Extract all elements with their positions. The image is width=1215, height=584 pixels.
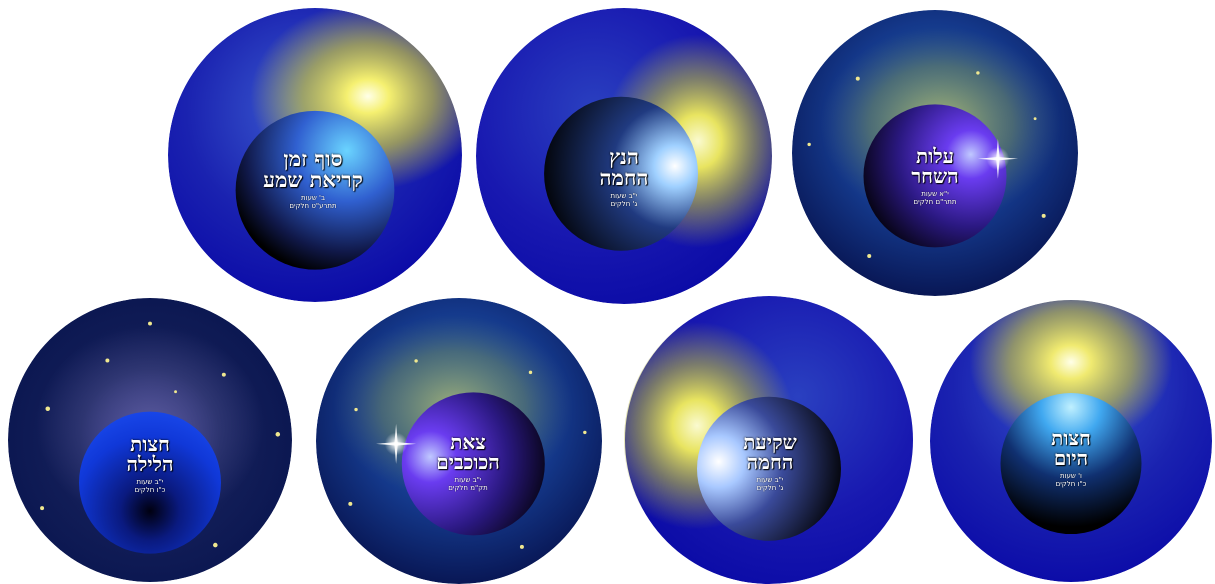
dial-label: עלות השחר י"א שעות תתר"ם חלקים [878,146,992,206]
dial-title-line-1: צאת [450,430,486,454]
dial-tzet-graphic [316,298,602,584]
star-flare [977,138,1018,179]
dial-label: שקיעת החמה י"ב שעות ג' חלקים [710,432,830,492]
dial-subtitle-line-1: י"ב שעות [610,192,638,200]
inner-sphere [697,396,841,541]
inner-sphere [79,411,221,554]
dial-subtitle-line-2: תק"מ חלקים [448,484,488,493]
dial-title-line-1: הנץ [609,144,639,169]
dial-title-line-1: חצות [1051,426,1091,450]
stars [807,71,1046,258]
dial-subtitle-line-1: י"ב שעות [136,478,164,486]
sun-glow [969,300,1173,447]
dial-title-line-1: חצות [130,432,170,456]
star-flare [376,423,417,464]
dial-subtitle-line-2: ג' חלקים [756,484,784,493]
dial-hanetz-hachama: הנץ החמה י"ב שעות ג' חלקים [476,8,772,304]
dial-subtitle-line-2: כ"ו חלקים [1055,480,1087,489]
dial-label: הנץ החמה י"ב שעות ג' חלקים [564,146,684,208]
dial-hanetz-graphic [476,8,772,304]
dial-subtitle-line-1: ב' שעות [300,194,326,202]
dial-label: צאת הכוכבים י"ב שעות תק"מ חלקים [400,432,536,492]
dial-sof-zman-graphic [168,8,462,302]
inner-sphere [1000,393,1142,535]
dial-title-line-2: החמה [599,165,649,190]
dial-subtitle-line-2: תתרע"ט חלקים [289,202,337,211]
dial-title-line-2: היום [1053,446,1089,470]
inner-sphere [235,110,395,270]
dial-subtitle-line-1: י"א שעות [921,190,949,198]
dial-title-line-1: שקיעת [743,430,797,454]
dial-sof-zman-kriat-shema: סוף זמן קריאת שמע ב' שעות תתרע"ט חלקים [168,8,462,302]
dial-chatzot-yom-graphic [930,300,1212,582]
dial-tzet-hakochavim: צאת הכוכבים י"ב שעות תק"מ חלקים [316,298,602,584]
stars [40,321,281,548]
inner-sphere [401,392,545,536]
dial-subtitle-line-1: י"ב שעות [454,476,482,484]
dial-shkia-graphic [624,296,913,584]
dial-title-line-2: הלילה [126,452,174,476]
dial-shkiat-hachama: שקיעת החמה י"ב שעות ג' חלקים [624,296,914,584]
stars [348,359,587,549]
dial-alot-graphic [792,10,1078,296]
dial-title-line-2: הכוכבים [436,450,500,474]
dial-label: חצות הלילה י"ב שעות כ"ו חלקים [92,434,208,494]
dial-title-line-2: קריאת שמע [263,167,363,192]
dial-chatzot-laila-graphic [8,298,292,582]
dial-subtitle-line-2: כ"ו חלקים [134,486,166,495]
dial-subtitle-line-1: ו' שעות [1060,472,1082,480]
dial-title-line-2: החמה [746,450,794,474]
dial-subtitle-line-1: י"ב שעות [756,476,784,484]
inner-sphere [544,96,698,251]
dial-alot-hashachar: עלות השחר י"א שעות תתר"ם חלקים [792,10,1078,296]
dial-subtitle-line-2: תתר"ם חלקים [913,198,957,207]
dial-chatzot-hayom: חצות היום ו' שעות כ"ו חלקים [930,300,1212,582]
inner-sphere [863,104,1007,248]
dial-chatzot-halaila: חצות הלילה י"ב שעות כ"ו חלקים [8,298,292,582]
dial-subtitle-line-2: ג' חלקים [610,200,638,209]
dial-title-line-1: עלות [916,144,954,168]
dial-title-line-2: השחר [911,164,959,188]
dial-label: סוף זמן קריאת שמע ב' שעות תתרע"ט חלקים [238,148,388,210]
dial-title-line-1: סוף זמן [283,146,343,171]
dial-label: חצות היום ו' שעות כ"ו חלקים [1016,428,1126,488]
